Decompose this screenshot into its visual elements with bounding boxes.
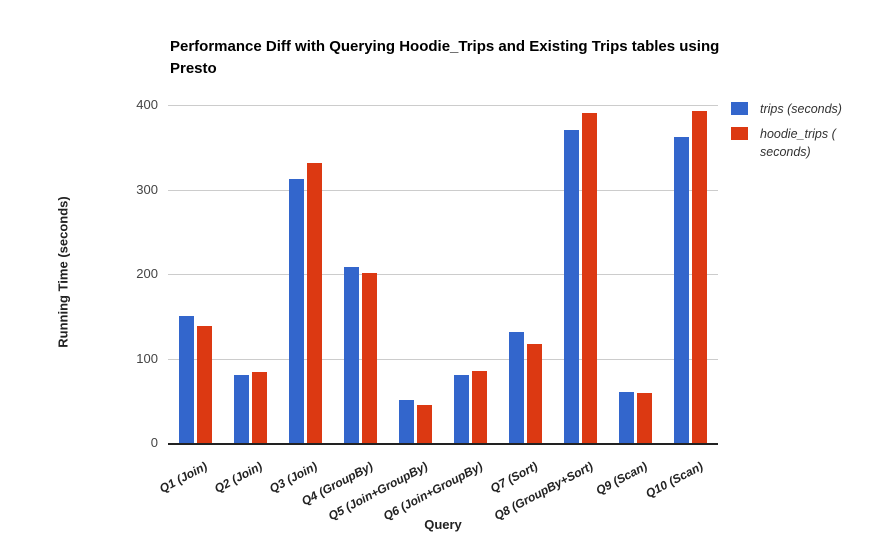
legend-item-hoodie_trips[interactable]: hoodie_trips (seconds) [731,125,876,161]
bar-trips-q9[interactable] [619,391,634,443]
bar-trips-q1[interactable] [179,316,194,443]
y-tick-label-0: 0 [150,435,158,450]
bar-hoodie_trips-q2[interactable] [252,372,267,443]
x-label-q6: Q6 (Join+GroupBy) [381,459,486,524]
x-label-q5: Q5 (Join+GroupBy) [326,459,431,524]
bar-group-8 [553,105,608,443]
bar-trips-q6[interactable] [454,374,469,443]
bar-trips-q5[interactable] [399,399,414,443]
gridline-400 [168,105,718,106]
bar-groups [168,105,718,443]
x-label-q10: Q10 (Scan) [643,459,706,501]
bar-group-7 [498,105,553,443]
bar-group-9 [608,105,663,443]
y-tick-label-200: 200 [136,266,158,281]
bar-hoodie_trips-q6[interactable] [472,371,487,443]
plot-area [168,105,718,445]
bar-hoodie_trips-q4[interactable] [362,273,377,443]
bar-group-1 [168,105,223,443]
bar-trips-q7[interactable] [509,332,524,443]
bar-group-3 [278,105,333,443]
legend-label-trips: trips (seconds) [760,102,842,116]
y-axis-title: Running Time (seconds) [55,196,71,348]
y-tick-label-400: 400 [136,97,158,112]
x-label-q2: Q2 (Join) [212,459,266,496]
legend-label-hoodie_trips: hoodie_trips (seconds) [760,127,836,159]
legend-swatch-hoodie_trips [731,127,748,140]
x-axis-labels: Q1 (Join) Q2 (Join) Q3 (Join) Q4 (GroupBy) Q… [158,459,718,523]
bar-group-10 [663,105,718,443]
bar-hoodie_trips-q7[interactable] [527,344,542,443]
bar-hoodie_trips-q1[interactable] [197,326,212,443]
gridline-200 [168,274,718,275]
bar-group-5 [388,105,443,443]
bar-hoodie_trips-q8[interactable] [582,113,597,443]
gridline-300 [168,189,718,191]
legend-swatch-trips [731,102,748,115]
legend-item-trips[interactable]: trips (seconds) [731,100,876,118]
bar-hoodie_trips-q5[interactable] [417,405,432,443]
gridline-100 [168,358,718,360]
bar-trips-q8[interactable] [564,129,579,443]
bar-hoodie_trips-q3[interactable] [307,162,322,443]
legend: trips (seconds) hoodie_trips (seconds) [731,100,876,168]
bar-trips-q10[interactable] [674,137,689,443]
y-tick-label-100: 100 [136,350,158,366]
bar-trips-q2[interactable] [234,374,249,443]
bar-hoodie_trips-q10[interactable] [692,110,707,443]
x-axis-line [168,443,718,445]
x-label-q8: Q8 (GroupBy+Sort) [491,459,596,523]
bar-trips-q4[interactable] [344,267,359,443]
chart-title: Performance Diff with Querying Hoodie_Tr… [170,38,720,77]
bar-group-2 [223,105,278,443]
bar-trips-q3[interactable] [289,178,304,443]
bar-hoodie_trips-q9[interactable] [637,393,652,443]
x-axis-title: Query [424,517,462,532]
y-tick-label-300: 300 [136,181,158,197]
x-label-q1: Q1 (Join) [157,459,211,496]
bar-group-4 [333,105,388,443]
x-label-q9: Q9 (Scan) [594,459,651,498]
bar-group-6 [443,105,498,443]
